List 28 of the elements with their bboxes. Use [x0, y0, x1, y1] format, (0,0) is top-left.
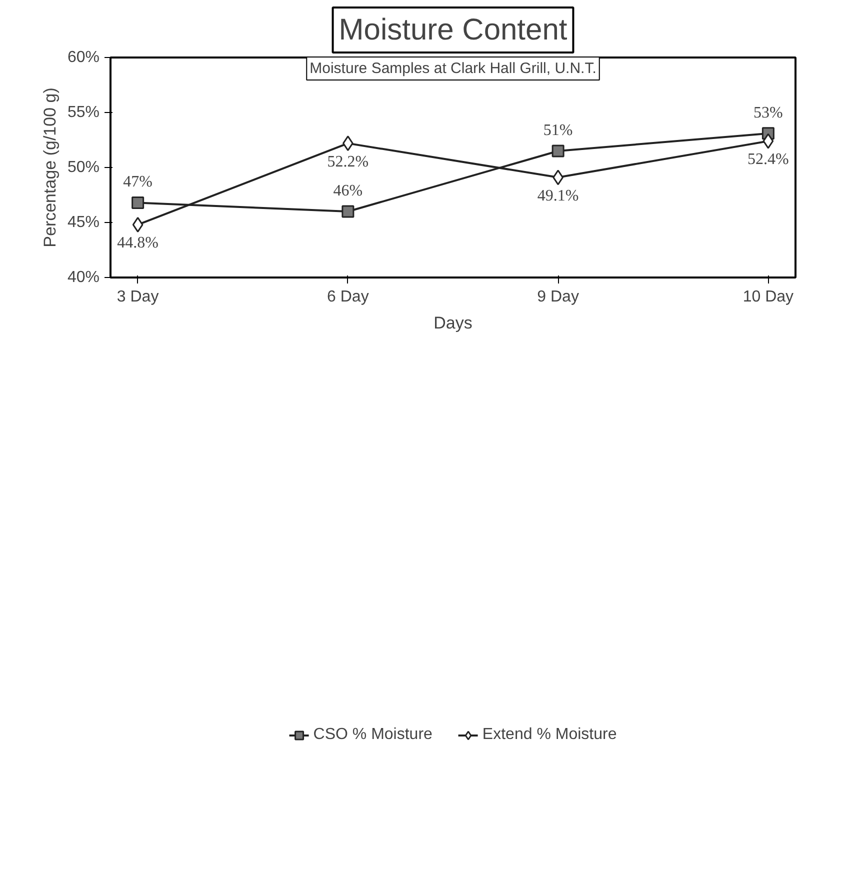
data-label: 52.2%	[327, 153, 369, 170]
data-label: 53%	[754, 104, 783, 122]
data-label: 46%	[333, 182, 363, 200]
y-tick-label: 55%	[67, 104, 100, 121]
point	[762, 133, 774, 149]
x-tick-label: 10 Day	[742, 288, 794, 306]
y-tick-label: 50%	[67, 159, 100, 176]
y-axis-title: Percentage (g/100 g)	[40, 88, 60, 248]
chart-title: Moisture Content	[338, 14, 568, 46]
point	[132, 216, 144, 232]
point	[552, 144, 564, 158]
chart-subtitle: Moisture Samples at Clark Hall Grill, U.N.T.	[310, 60, 596, 77]
y-tick-label: 45%	[67, 214, 100, 231]
y-tick-label: 60%	[67, 49, 100, 66]
x-tick-label: 9 Day	[537, 288, 579, 306]
data-label: 49.1%	[537, 187, 579, 204]
y-tick-label: 40%	[67, 269, 100, 286]
data-label: 44.8%	[117, 234, 158, 252]
data-label: 51%	[543, 122, 573, 139]
legend-label: Extend % Moisture	[482, 726, 617, 744]
x-axis-title: Days	[434, 314, 472, 332]
data-label: 47%	[123, 174, 152, 191]
x-tick-label: 6 Day	[327, 288, 369, 306]
point	[132, 196, 144, 209]
x-tick-label: 3 Day	[116, 288, 159, 306]
legend-label: CSO % Moisture	[313, 726, 432, 744]
data-label: 52.4%	[748, 151, 789, 168]
point	[342, 205, 354, 218]
